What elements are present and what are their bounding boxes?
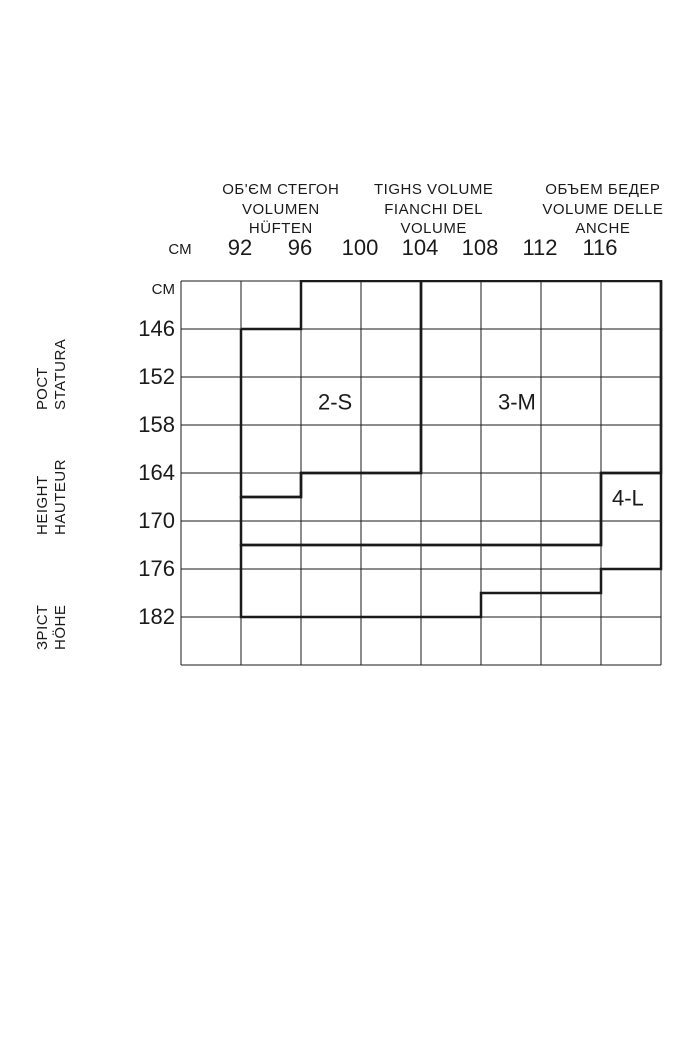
x-tick: 100 (330, 235, 390, 261)
size-region-label: 2-S (318, 390, 352, 415)
side-2b: HAUTEUR (52, 459, 69, 535)
header-1-line2: VOLUMEN HÜFTEN (242, 201, 320, 238)
header-3-line2: VOLUME DELLE ANCHE (542, 201, 663, 238)
side-1a: РОСТ (34, 367, 51, 410)
y-axis-unit: CM (115, 275, 175, 305)
side-2a: HEIGHT (34, 475, 51, 535)
y-tick: 170 (115, 497, 175, 545)
chart-grid-svg: 2-S 3-M 4-L (180, 280, 664, 668)
x-axis-unit: CM (150, 235, 210, 261)
x-tick: 92 (210, 235, 270, 261)
side-1b: STATURA (52, 339, 69, 410)
header-2-line2: FIANCHI DEL VOLUME (384, 201, 483, 238)
header-group-1: ОБ'ЄМ СТЕГОН VOLUMEN HÜFTEN (210, 180, 352, 239)
y-tick: 164 (115, 449, 175, 497)
header-3-line1: ОБЪЕМ БЕДЕР (545, 181, 660, 198)
x-tick: 108 (450, 235, 510, 261)
header-group-2: TIGHS VOLUME FIANCHI DEL VOLUME (352, 180, 516, 239)
x-tick: 116 (570, 235, 630, 261)
y-tick: 176 (115, 545, 175, 593)
y-axis-ticks: CM 146 152 158 164 170 176 182 (115, 275, 175, 641)
x-axis-ticks: CM 92 96 100 104 108 112 116 (150, 235, 690, 261)
header-1-line1: ОБ'ЄМ СТЕГОН (222, 181, 339, 198)
size-region-label: 4-L (612, 486, 644, 511)
side-3b: HÖHE (52, 605, 69, 650)
size-region-label: 3-M (498, 390, 536, 415)
y-tick: 182 (115, 593, 175, 641)
header-group-3: ОБЪЕМ БЕДЕР VOLUME DELLE ANCHE (516, 180, 690, 239)
x-tick: 96 (270, 235, 330, 261)
x-tick: 104 (390, 235, 450, 261)
side-3a: ЗРІСТ (34, 605, 51, 650)
x-tick: 112 (510, 235, 570, 261)
size-chart: ОБ'ЄМ СТЕГОН VOLUMEN HÜFTEN TIGHS VOLUME… (50, 180, 650, 680)
size-region-outline (241, 281, 661, 617)
y-tick: 152 (115, 353, 175, 401)
x-axis-header-groups: ОБ'ЄМ СТЕГОН VOLUMEN HÜFTEN TIGHS VOLUME… (210, 180, 690, 239)
y-axis-header-groups: РОСТ STATURA HEIGHT HAUTEUR ЗРІСТ HÖHE (20, 275, 90, 660)
header-2-line1: TIGHS VOLUME (374, 181, 493, 198)
y-tick: 158 (115, 401, 175, 449)
size-region-outline (241, 281, 661, 545)
y-tick: 146 (115, 305, 175, 353)
